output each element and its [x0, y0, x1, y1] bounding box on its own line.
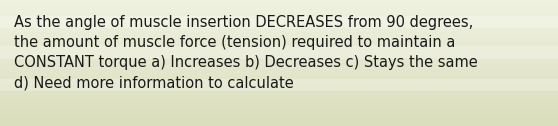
- Text: As the angle of muscle insertion DECREASES from 90 degrees,
the amount of muscle: As the angle of muscle insertion DECREAS…: [14, 15, 478, 90]
